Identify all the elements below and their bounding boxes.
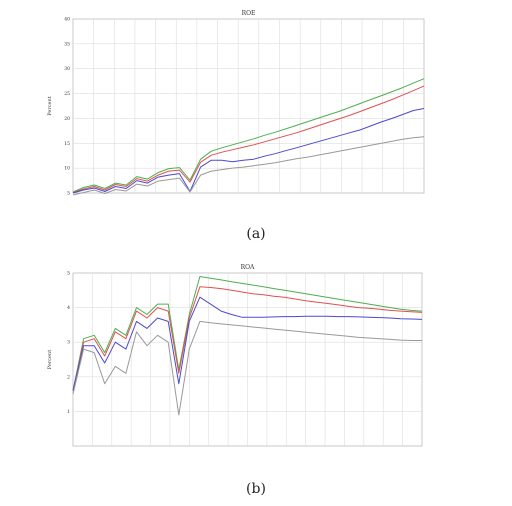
series-line-1 (72, 276, 423, 391)
chart-title: ROE (242, 10, 256, 17)
y-tick-label: 25 (64, 91, 70, 97)
y-tick-label: 35 (64, 41, 70, 47)
caption-a: (a) (246, 226, 266, 242)
y-tick-label: 30 (64, 66, 70, 72)
plot-area (72, 18, 425, 194)
series-line-2 (72, 85, 425, 193)
y-tick-label: 5 (67, 271, 70, 277)
series-line-2 (72, 286, 423, 391)
y-tick-label: 5 (67, 191, 70, 197)
chart-roe: 5 10 15 20 25 30 35 40 ROE Percent (47, 10, 425, 197)
y-tick-label: 4 (67, 305, 70, 311)
y-tick-label: 15 (64, 141, 70, 147)
series-line-3 (72, 108, 425, 194)
y-tick-label: 40 (64, 17, 70, 23)
y-tick-label: 10 (64, 166, 70, 172)
chart-roa: 1 2 3 4 5 ROA Percent (47, 264, 423, 447)
y-tick-label: 3 (67, 340, 70, 346)
series-line-1 (72, 78, 425, 193)
y-tick-label: 20 (64, 116, 70, 122)
y-tick-label: 2 (67, 374, 70, 380)
series-line-4 (72, 320, 422, 416)
y-axis-label: Percent (47, 350, 53, 369)
chart-title: ROA (241, 264, 255, 271)
y-tick-label: 1 (67, 409, 70, 415)
y-axis-label: Percent (47, 96, 53, 115)
series-line-4 (72, 136, 425, 196)
caption-b: (b) (246, 481, 266, 497)
series-line-3 (72, 296, 423, 391)
